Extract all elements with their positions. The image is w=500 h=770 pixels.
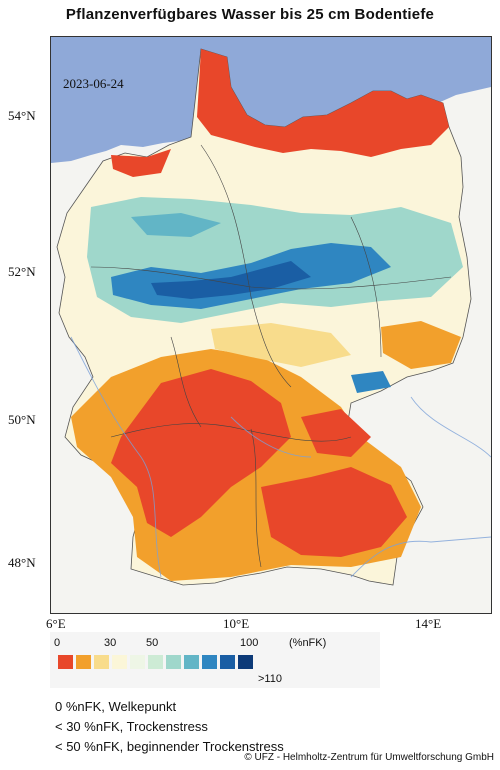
legend-notes: 0 %nFK, Welkepunkt < 30 %nFK, Trockenstr… (55, 697, 284, 757)
legend-tick-110: >110 (258, 673, 282, 685)
sea (51, 37, 491, 163)
very-dry-south (261, 467, 407, 557)
legend-swatch (148, 655, 163, 669)
dry-zone-central (211, 323, 351, 367)
legend-swatch (76, 655, 91, 669)
legend-tick-50: 50 (146, 637, 159, 649)
lat-label-48: 48°N (8, 555, 36, 570)
legend-swatch (220, 655, 235, 669)
legend-swatch (184, 655, 199, 669)
legend-swatch (112, 655, 127, 669)
dry-zone-east (381, 321, 461, 369)
state-borders (90, 144, 452, 568)
date-label: 2023-06-24 (63, 76, 124, 91)
legend-swatch (94, 655, 109, 669)
dry-zone-northwest (111, 149, 171, 177)
lon-label-14: 14°E (415, 616, 442, 631)
rivers (70, 336, 491, 578)
wet-zone-east (351, 371, 391, 393)
lat-label-54: 54°N (8, 108, 36, 123)
lon-label-6: 6°E (46, 616, 66, 631)
map-svg (51, 37, 491, 613)
legend-swatch (130, 655, 145, 669)
map-title: Pflanzenverfügbares Wasser bis 25 cm Bod… (65, 6, 435, 23)
legend-swatch (202, 655, 217, 669)
lat-label-50: 50°N (8, 412, 36, 427)
copyright-credit: © UFZ - Helmholtz-Zentrum für Umweltfors… (244, 752, 494, 763)
legend-swatch (238, 655, 253, 669)
note-beginning-drought-stress: < 50 %nFK, beginnender Trockenstress (55, 739, 284, 754)
legend-unit: (%nFK) (289, 637, 327, 649)
legend-swatch (58, 655, 73, 669)
lon-label-10: 10°E (223, 616, 250, 631)
wet-core-3 (131, 213, 221, 237)
dry-zone-north (197, 49, 449, 157)
legend-tick-100: 100 (240, 637, 259, 649)
very-dry-southwest (111, 369, 291, 537)
soil-moisture-map (50, 36, 492, 614)
lat-label-52: 52°N (8, 264, 36, 279)
note-drought-stress: < 30 %nFK, Trockenstress (55, 719, 208, 734)
legend-tick-30: 30 (104, 637, 117, 649)
legend-tick-0: 0 (54, 637, 61, 649)
legend-swatches (58, 655, 253, 669)
wet-core-2 (151, 261, 311, 299)
legend-swatch (166, 655, 181, 669)
very-dry-southeast (301, 409, 371, 457)
note-wilting-point: 0 %nFK, Welkepunkt (55, 699, 177, 714)
